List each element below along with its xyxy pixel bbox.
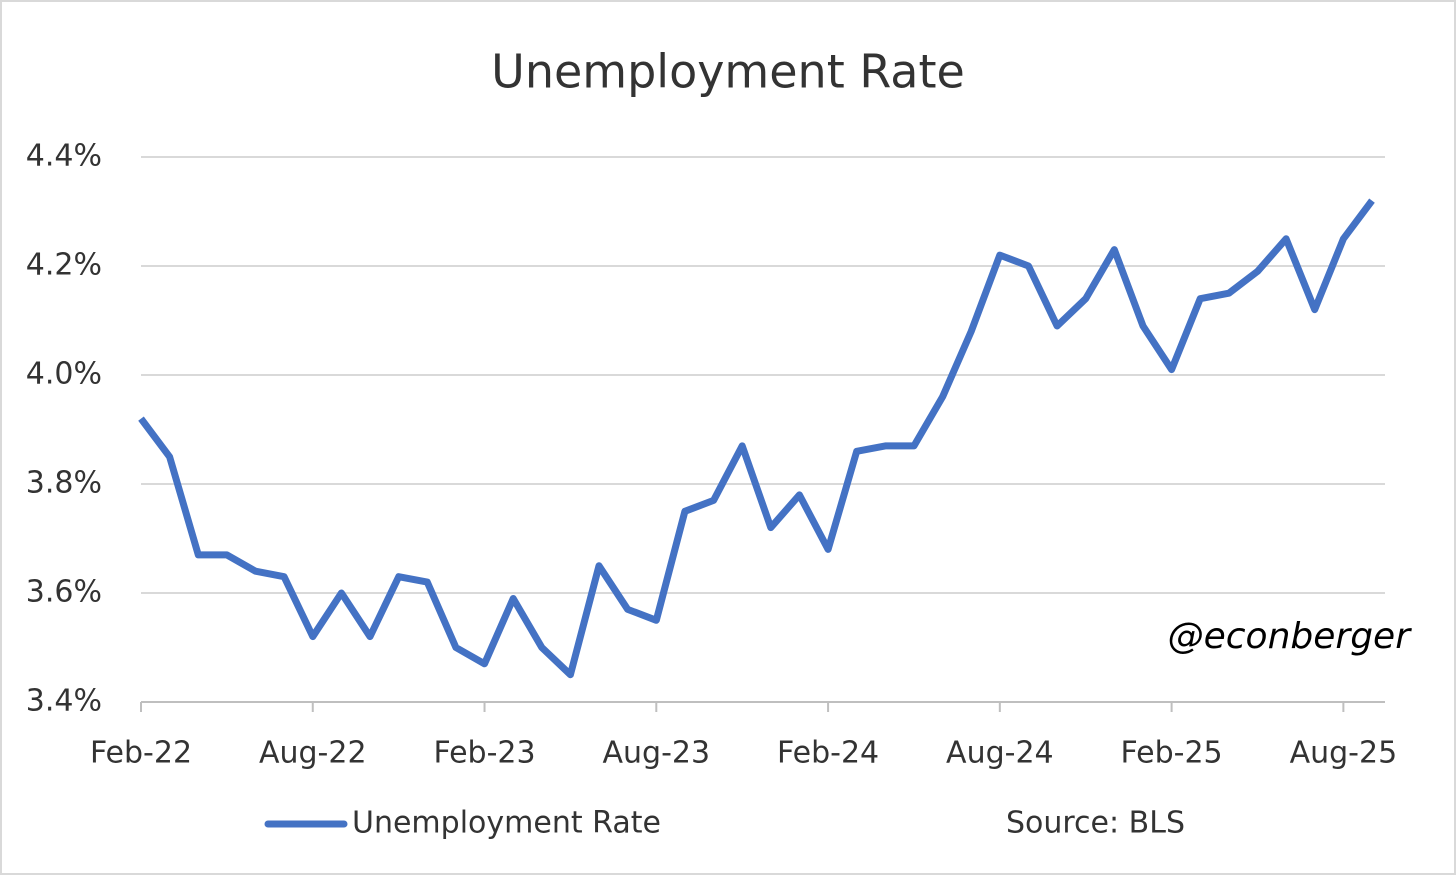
x-tick-label: Aug-25 [1290, 736, 1398, 771]
x-tick-label: Feb-22 [90, 736, 192, 771]
watermark: @econberger [1168, 616, 1413, 657]
x-tick-label: Feb-23 [433, 736, 535, 771]
y-tick-label: 3.8% [26, 466, 102, 501]
x-tick-label: Aug-24 [946, 736, 1054, 771]
x-tick-label: Aug-23 [603, 736, 711, 771]
x-tick-label: Aug-22 [259, 736, 367, 771]
x-tick-label: Feb-25 [1121, 736, 1223, 771]
y-tick-label: 4.0% [26, 357, 102, 392]
y-tick-label: 4.2% [26, 248, 102, 283]
legend-label: Unemployment Rate [352, 806, 661, 841]
source-note: Source: BLS [1006, 806, 1185, 841]
line-series [138, 198, 1375, 679]
y-tick-label: 4.4% [26, 139, 102, 174]
chart-title: Unemployment Rate [491, 45, 965, 99]
y-tick-label: 3.4% [26, 684, 102, 719]
y-tick-label: 3.6% [26, 575, 102, 610]
x-tick-label: Feb-24 [777, 736, 879, 771]
